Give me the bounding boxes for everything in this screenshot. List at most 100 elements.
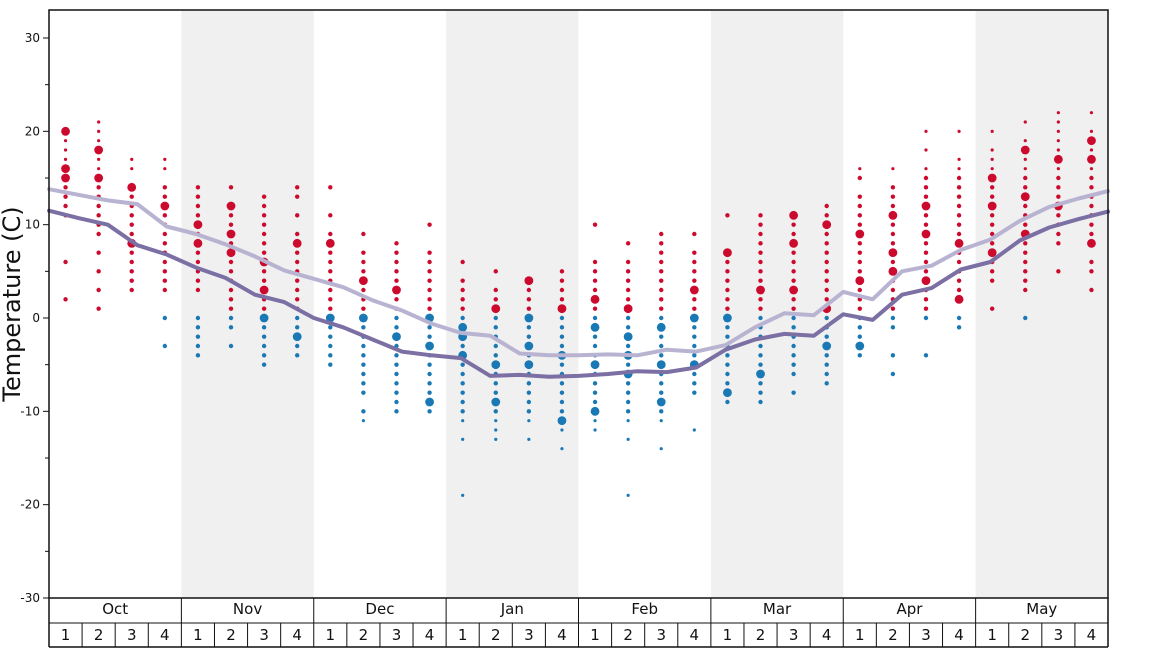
temp-dot <box>891 167 895 171</box>
temp-dot <box>989 185 995 190</box>
temp-dot <box>659 334 664 339</box>
temp-dot <box>195 278 201 283</box>
temp-dot <box>924 167 928 171</box>
temp-dot <box>824 353 829 358</box>
temp-dot <box>890 194 896 199</box>
temp-dot <box>758 278 763 283</box>
temp-dot <box>824 259 829 265</box>
temp-dot <box>890 325 896 330</box>
temp-dot <box>559 287 565 293</box>
temp-dot <box>1056 269 1061 274</box>
month-label-mar: Mar <box>763 600 792 618</box>
temp-dot <box>162 287 168 293</box>
temp-dot <box>394 269 399 274</box>
y-tick-label: -20 <box>20 498 40 512</box>
temp-dot <box>195 325 201 330</box>
temp-dot <box>394 399 399 405</box>
temp-dot <box>526 334 532 339</box>
temp-dot <box>63 194 68 199</box>
temp-dot <box>822 341 832 351</box>
week-label: 4 <box>425 626 435 644</box>
temp-dot <box>824 231 829 237</box>
temp-dot <box>592 399 598 405</box>
temp-dot <box>989 241 995 246</box>
temp-dot <box>956 194 962 199</box>
temp-dot <box>361 362 366 367</box>
temp-dot <box>725 325 730 330</box>
temp-dot <box>526 399 532 405</box>
week-label: 4 <box>292 626 302 644</box>
temp-dot <box>625 390 631 395</box>
temp-dot <box>1023 259 1028 265</box>
temp-dot <box>226 201 236 211</box>
temp-dot <box>692 353 697 358</box>
temp-dot <box>526 325 532 330</box>
temp-dot <box>659 447 663 451</box>
temp-dot <box>1023 203 1028 209</box>
temp-dot <box>824 287 829 293</box>
temp-dot <box>328 334 333 339</box>
temp-dot <box>295 353 300 358</box>
temp-dot <box>791 353 796 358</box>
temp-dot <box>692 428 696 432</box>
temp-dot <box>923 213 929 218</box>
temp-dot <box>559 334 565 339</box>
temp-dot <box>1056 111 1060 115</box>
temp-dot <box>890 306 896 311</box>
temp-dot <box>855 341 865 351</box>
temp-dot <box>96 306 101 311</box>
temp-dot <box>725 213 730 218</box>
temp-dot <box>791 278 796 283</box>
temp-dot <box>361 343 366 349</box>
temp-dot <box>725 381 730 386</box>
temp-dot <box>526 297 532 302</box>
temp-dot <box>659 306 664 311</box>
temp-dot <box>625 362 631 367</box>
temp-dot <box>791 390 796 395</box>
temp-dot <box>1056 194 1061 199</box>
month-label-feb: Feb <box>631 600 658 618</box>
month-label-may: May <box>1026 600 1057 618</box>
temp-dot <box>1089 167 1094 171</box>
temp-dot <box>725 269 730 274</box>
temp-dot <box>261 334 267 339</box>
temp-dot <box>427 334 432 339</box>
temp-dot <box>1087 136 1096 146</box>
temp-dot <box>592 222 598 227</box>
temp-dot <box>195 343 201 349</box>
y-tick-label: -30 <box>20 591 40 605</box>
temp-dot <box>989 194 995 199</box>
temp-dot <box>623 304 633 314</box>
temp-dot <box>63 139 68 143</box>
temp-dot <box>130 157 134 161</box>
temp-dot <box>791 269 796 274</box>
temp-dot <box>427 371 432 377</box>
temp-dot <box>1056 213 1061 218</box>
temp-dot <box>824 203 829 209</box>
temp-dot <box>987 201 997 211</box>
temp-dot <box>923 241 929 246</box>
temp-dot <box>723 313 732 323</box>
week-label: 4 <box>690 626 700 644</box>
temp-dot <box>956 203 962 209</box>
month-label-nov: Nov <box>233 600 262 618</box>
temp-dot <box>559 409 565 414</box>
temp-dot <box>590 406 600 416</box>
temp-dot <box>1087 238 1096 248</box>
temp-dot <box>890 185 896 190</box>
temp-dot <box>625 259 631 265</box>
temp-dot <box>392 285 401 295</box>
week-label: 2 <box>226 626 236 644</box>
temp-dot <box>923 269 929 274</box>
temp-dot <box>956 259 962 265</box>
temp-dot <box>494 428 498 432</box>
month-shade-may <box>975 10 1108 598</box>
temp-dot <box>923 250 929 255</box>
temp-dot <box>328 325 333 330</box>
temp-dot <box>789 210 799 220</box>
temp-dot <box>857 194 862 199</box>
month-shading-layer <box>181 10 1108 598</box>
temp-dot <box>163 167 167 171</box>
temp-dot <box>494 437 498 441</box>
